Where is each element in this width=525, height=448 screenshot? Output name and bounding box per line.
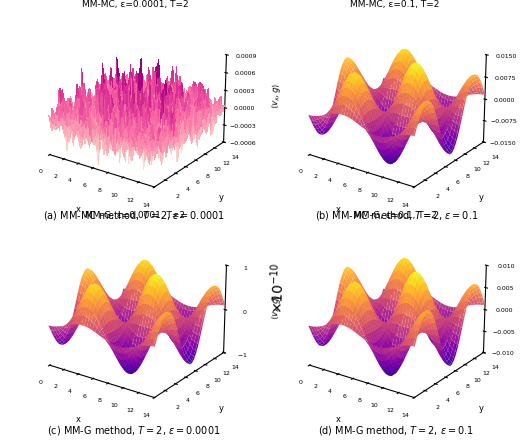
Text: (b) MM-MC method, $T = 2$, $\varepsilon = 0.1$: (b) MM-MC method, $T = 2$, $\varepsilon … [314,209,478,222]
Y-axis label: y: y [219,404,224,413]
Title: MM-G, ε=0.0001, T=2: MM-G, ε=0.0001, T=2 [85,211,185,220]
Y-axis label: y: y [219,193,224,202]
Text: (c) MM-G method, $T = 2$, $\varepsilon = 0.0001$: (c) MM-G method, $T = 2$, $\varepsilon =… [47,424,220,437]
Title: MM-G, ε=0.1, T=2: MM-G, ε=0.1, T=2 [354,211,436,220]
X-axis label: x: x [335,415,341,424]
Y-axis label: y: y [479,404,484,413]
Title: MM-MC, ε=0.0001, T=2: MM-MC, ε=0.0001, T=2 [82,0,188,9]
Y-axis label: y: y [479,193,484,202]
X-axis label: x: x [76,205,81,214]
Title: MM-MC, ε=0.1, T=2: MM-MC, ε=0.1, T=2 [350,0,440,9]
X-axis label: x: x [76,415,81,424]
Text: (d) MM-G method, $T = 2$, $\varepsilon = 0.1$: (d) MM-G method, $T = 2$, $\varepsilon =… [319,424,474,437]
Text: (a) MM-MC method, $T = 2$, $\varepsilon = 0.0001$: (a) MM-MC method, $T = 2$, $\varepsilon … [43,209,225,222]
X-axis label: x: x [335,205,341,214]
